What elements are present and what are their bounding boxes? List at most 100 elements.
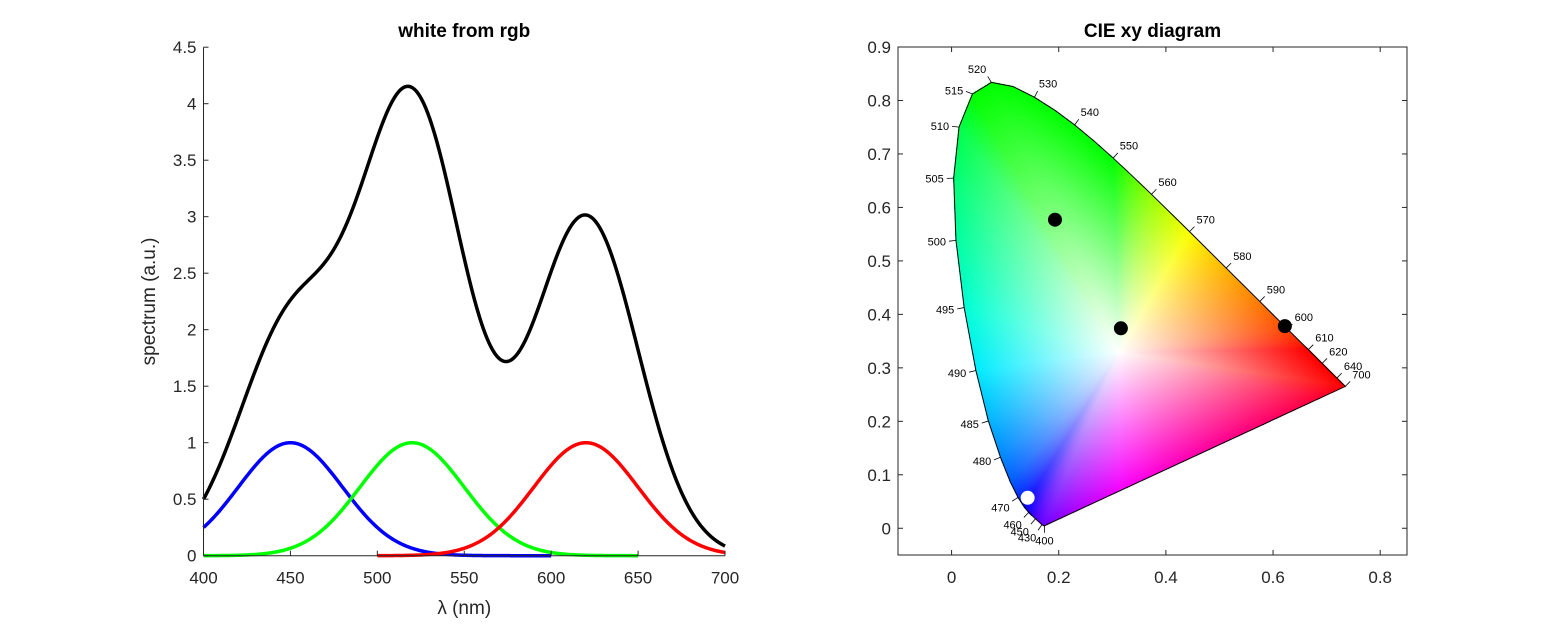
x-tick-label: 400 (189, 569, 217, 588)
x-tick-label: 500 (363, 569, 391, 588)
wavelength-label: 570 (1197, 215, 1215, 227)
cie-chart: CIE xy diagram 4004304504604704804854904… (867, 21, 1408, 587)
y-tick-label: 1.5 (173, 377, 197, 396)
wavelength-label: 600 (1295, 312, 1313, 324)
y-tick-label: 0.1 (867, 466, 891, 485)
wavelength-label: 500 (928, 237, 946, 249)
y-tick-label: 4 (187, 95, 196, 114)
spectrum-axes: 400 450 500 550 600 650 700 0 0.5 1 1.5 2 2.5 3 3.5 4 4.… (173, 38, 739, 588)
series-line-red (377, 440, 726, 558)
y-tick-label: 0 (882, 519, 891, 538)
wavelength-label: 530 (1039, 78, 1057, 90)
wavelength-label: 400 (1035, 536, 1053, 548)
y-tick-label: 2 (187, 321, 196, 340)
wavelength-label: 490 (948, 368, 966, 380)
wavelength-label: 540 (1081, 107, 1099, 119)
x-tick-label: 0.2 (1047, 568, 1071, 587)
y-tick-label: 0.6 (867, 198, 891, 217)
y-tick-label: 0.5 (867, 252, 891, 271)
y-tick-label: 0.2 (867, 412, 891, 431)
y-tick-label: 3.5 (173, 151, 197, 170)
wavelength-tick (1023, 512, 1030, 518)
cie-axes: 0 0.2 0.4 0.6 0.8 0 0.1 0.2 0.3 0.4 0.5 0.6 0.7 0.8 0.… (867, 38, 1408, 587)
wavelength-label: 515 (945, 85, 963, 97)
wavelength-label: 520 (968, 64, 986, 76)
wavelength-tick (1344, 381, 1351, 387)
y-tick-label: 0.5 (173, 490, 197, 509)
wavelength-tick (1151, 188, 1157, 195)
chromaticity-point-red (1277, 319, 1292, 334)
wavelength-label: 580 (1233, 251, 1251, 263)
wavelength-tick (993, 456, 1001, 461)
y-tick-label: 0.7 (867, 145, 891, 164)
y-tick-label: 2.5 (173, 264, 197, 283)
wavelength-label: 590 (1267, 284, 1285, 296)
wavelength-label: 495 (936, 304, 954, 316)
wavelength-tick (987, 76, 992, 83)
wavelength-tick (1321, 358, 1328, 364)
cie-axes-box (897, 46, 1408, 556)
x-tick-label: 0.4 (1154, 568, 1178, 587)
spectrum-x-axis-label: λ (nm) (437, 598, 491, 619)
y-tick-label: 0.9 (867, 38, 891, 57)
wavelength-tick (969, 370, 976, 373)
y-tick-label: 4.5 (173, 38, 197, 57)
spectral-locus-outline (953, 81, 1347, 527)
series-line-green (203, 440, 639, 558)
wavelength-label: 480 (973, 456, 991, 468)
wavelength-label: 700 (1352, 369, 1370, 381)
chromaticity-point-green (1047, 212, 1062, 227)
wavelength-label: 610 (1315, 333, 1333, 345)
x-tick-label: 450 (276, 569, 304, 588)
wavelength-tick (1189, 226, 1195, 232)
y-tick-label: 0 (187, 547, 196, 566)
wavelength-tick (1225, 262, 1232, 269)
cie-gamut-fill (946, 73, 1354, 534)
chromaticity-point-white (1113, 321, 1128, 336)
x-tick-label: 650 (624, 569, 652, 588)
x-tick-label: 0 (947, 568, 956, 587)
y-tick-label: 3 (187, 208, 196, 227)
cie-chart-title: CIE xy diagram (1084, 21, 1221, 42)
wavelength-tick (948, 239, 957, 242)
wavelength-label: 470 (991, 503, 1009, 515)
wavelength-label: 550 (1120, 141, 1138, 153)
wavelength-tick (1037, 524, 1043, 531)
spectrum-chart-title: white from rgb (397, 21, 530, 42)
wavelength-tick (965, 91, 973, 95)
cie-spectral-locus (953, 81, 1347, 527)
wavelength-tick (1112, 152, 1119, 159)
wavelength-label: 510 (931, 121, 949, 133)
series-line-blue (202, 440, 552, 558)
cie-points (1020, 212, 1292, 505)
series-line-white (201, 84, 726, 548)
wavelength-tick (1034, 90, 1038, 98)
y-tick-label: 0.8 (867, 91, 891, 110)
x-tick-label: 550 (450, 569, 478, 588)
x-tick-label: 0.6 (1261, 568, 1285, 587)
y-tick-label: 1 (187, 434, 196, 453)
wavelength-tick (952, 125, 960, 128)
wavelength-tick (1011, 497, 1019, 502)
wavelength-tick (1308, 344, 1314, 350)
wavelength-label: 560 (1158, 177, 1176, 189)
wavelength-label: 450 (1011, 526, 1029, 538)
wavelength-label: 640 (1344, 361, 1362, 373)
x-tick-label: 700 (711, 569, 739, 588)
wavelength-tick (1336, 372, 1343, 379)
wavelength-label: 485 (961, 419, 979, 431)
wavelength-tick (1074, 119, 1080, 126)
wavelength-label: 430 (1018, 533, 1036, 545)
spectrum-chart: white from rgb 400 450 500 550 600 650 700 0 0.5… (139, 21, 739, 619)
y-tick-label: 0.3 (867, 359, 891, 378)
wavelength-tick (957, 307, 965, 310)
x-tick-label: 0.8 (1368, 568, 1392, 587)
y-tick-label: 0.4 (867, 305, 891, 324)
wavelength-tick (1259, 296, 1265, 302)
wavelength-tick (1030, 518, 1036, 525)
wavelength-label: 620 (1329, 346, 1347, 358)
chromaticity-point-blue (1020, 490, 1035, 505)
wavelength-tick (981, 420, 989, 424)
